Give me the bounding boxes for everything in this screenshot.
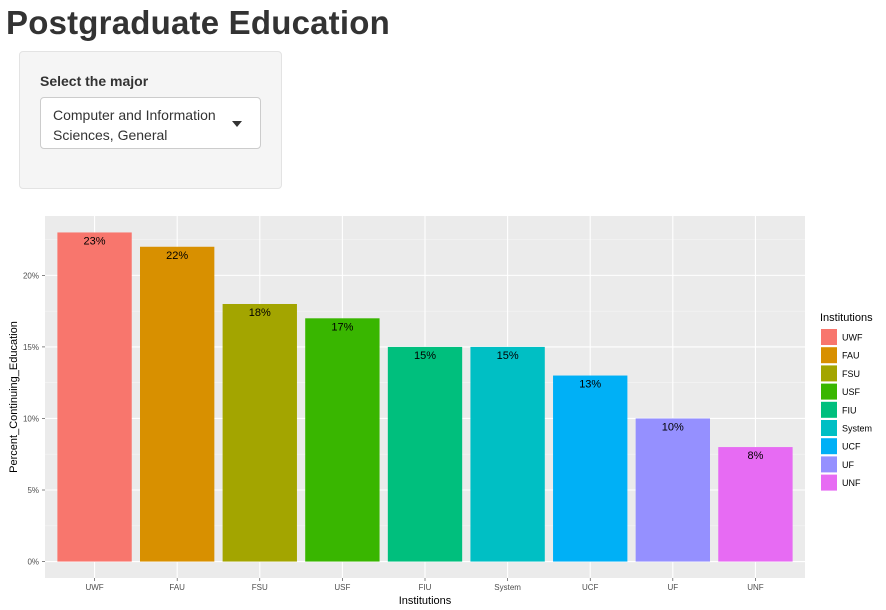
bar-data-label: 22% <box>166 250 188 262</box>
legend-swatch <box>821 401 837 418</box>
x-tick-label: FSU <box>252 583 268 592</box>
bar-data-label: 8% <box>747 450 763 462</box>
legend-label: FSU <box>842 369 860 379</box>
bar-data-label: 23% <box>84 235 106 247</box>
x-tick-label: FAU <box>169 583 185 592</box>
bar-fiu <box>387 346 463 562</box>
x-axis-title: Institutions <box>399 595 452 607</box>
legend-label: System <box>842 424 872 434</box>
x-tick-label: UNF <box>747 583 764 592</box>
y-tick-label: 5% <box>27 486 39 495</box>
major-select-label: Select the major <box>40 73 149 89</box>
legend-swatch <box>821 474 837 491</box>
bar-usf <box>305 318 380 562</box>
legend-label: UNF <box>842 478 861 488</box>
legend-swatch <box>821 420 837 436</box>
legend-swatch <box>821 383 837 400</box>
legend-label: FIU <box>842 405 857 415</box>
legend-swatch <box>821 456 837 473</box>
legend-swatch <box>821 365 837 382</box>
y-tick-label: 0% <box>27 558 39 567</box>
bar-system <box>470 346 545 562</box>
legend-swatch <box>821 438 837 455</box>
x-tick-label: FIU <box>419 583 432 592</box>
x-tick-label: UWF <box>85 583 103 592</box>
y-tick-label: 10% <box>23 414 39 423</box>
legend-label: UWF <box>842 333 863 343</box>
major-select-value: Computer and Information Sciences, Gener… <box>53 107 216 143</box>
y-tick-label: 15% <box>23 343 39 352</box>
x-tick-label: USF <box>334 583 350 592</box>
bar-uf <box>635 418 710 562</box>
page-title: Postgraduate Education <box>6 4 390 41</box>
legend-label: FAU <box>842 351 860 361</box>
x-tick-label: UCF <box>582 583 599 592</box>
bar-fsu <box>222 303 297 562</box>
bar-data-label: 13% <box>579 379 601 391</box>
x-tick-label: UF <box>667 583 678 592</box>
bar-data-label: 18% <box>249 307 271 319</box>
bar-data-label: 17% <box>331 321 353 333</box>
legend-swatch <box>821 347 837 364</box>
chevron-down-icon <box>232 121 242 127</box>
bar-fau <box>140 246 215 562</box>
legend-label: USF <box>842 387 861 397</box>
legend-label: UCF <box>842 442 861 452</box>
legend-title: Institutions <box>820 312 873 324</box>
sidebar-panel: Select the major Computer and Informatio… <box>19 51 282 189</box>
bar-chart: 0% 5% 10% 15% 20% 23% UWF 22% FAU 18% FSU 17% USF 15%… <box>8 216 873 607</box>
bar-ucf <box>553 375 628 562</box>
legend-label: UF <box>842 460 854 470</box>
major-select[interactable]: Computer and Information Sciences, Gener… <box>40 97 261 149</box>
legend-swatch <box>821 329 837 345</box>
bar-data-label: 10% <box>662 421 684 433</box>
bar-data-label: 15% <box>497 350 519 362</box>
bar-uwf <box>57 232 132 562</box>
y-axis-title: Percent_Continuing_Education <box>8 321 20 473</box>
bar-data-label: 15% <box>414 350 436 362</box>
y-tick-label: 20% <box>23 271 39 280</box>
x-tick-label: System <box>494 583 521 592</box>
bar-unf <box>718 447 793 562</box>
